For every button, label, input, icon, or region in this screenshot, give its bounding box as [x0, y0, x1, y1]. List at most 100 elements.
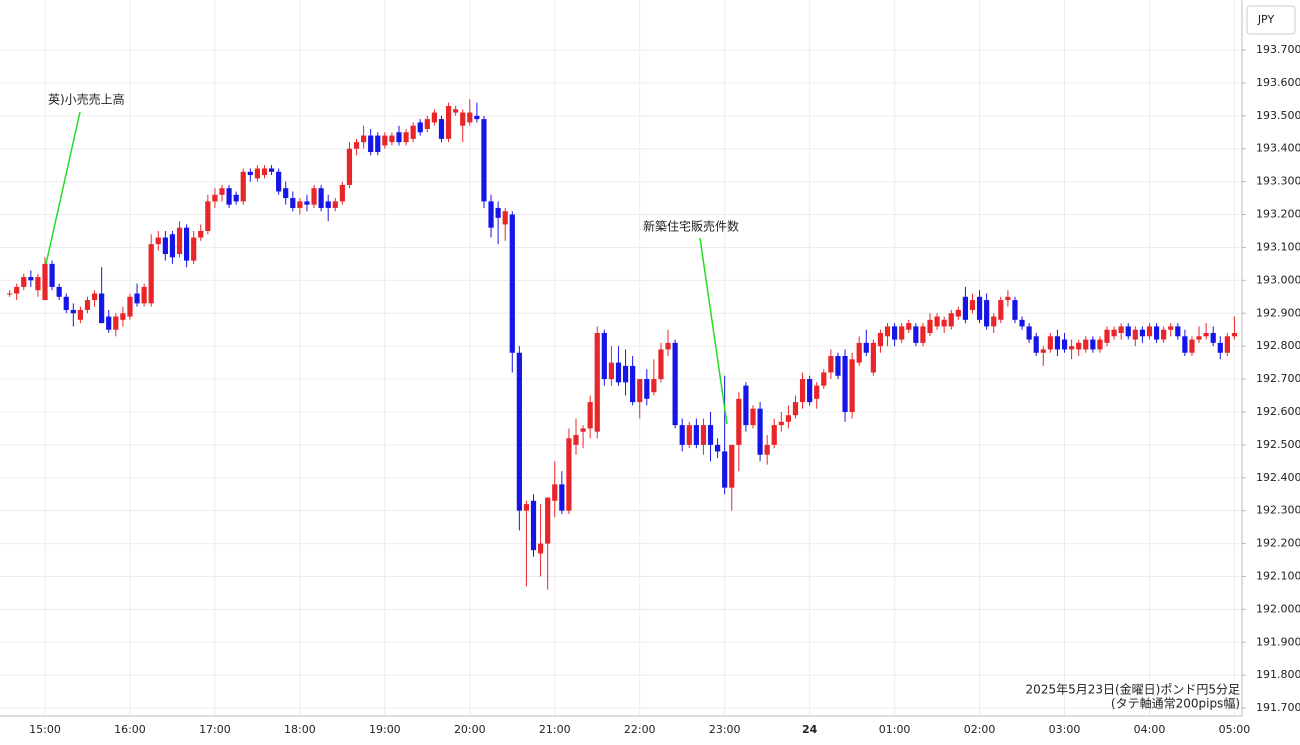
candle-body	[559, 484, 565, 511]
candle-body	[368, 135, 374, 153]
candle-body	[955, 309, 961, 317]
candle-body	[991, 316, 997, 327]
candle-body	[212, 194, 218, 202]
candle-body	[424, 119, 430, 129]
y-tick-label: 192.400	[1256, 471, 1300, 484]
candle-body	[21, 277, 27, 287]
candle-body	[1012, 300, 1018, 320]
candle-body	[148, 244, 154, 304]
grid	[0, 0, 1242, 716]
candle-body	[545, 497, 551, 544]
candle-body	[807, 379, 813, 403]
candle-body	[417, 122, 423, 133]
candle-body	[523, 504, 530, 511]
candle-body	[1189, 339, 1195, 353]
x-tick-label: 15:00	[29, 723, 61, 736]
candle-body	[743, 385, 749, 426]
annotation: 新築住宅販売件数	[643, 219, 739, 234]
x-tick-label: 22:00	[624, 723, 656, 736]
y-tick-label: 193.000	[1256, 273, 1300, 286]
candle-body	[1210, 332, 1216, 343]
y-tick-label: 192.000	[1256, 602, 1300, 615]
candle-body	[1061, 339, 1068, 350]
x-tick-label: 20:00	[454, 723, 486, 736]
candle-body	[941, 319, 947, 327]
candle-body	[453, 109, 459, 113]
candle-body	[1069, 346, 1075, 350]
candle-body	[686, 425, 692, 445]
candle-body	[488, 201, 494, 228]
candle-body	[7, 293, 13, 295]
y-tick-label: 193.500	[1256, 109, 1300, 122]
candle-body	[530, 500, 537, 551]
candle-body	[141, 286, 147, 304]
candle-body	[715, 444, 721, 452]
candle-body	[814, 385, 820, 399]
candle-body	[495, 207, 501, 218]
candle-body	[1033, 336, 1039, 353]
candle-body	[106, 316, 112, 330]
candle-body	[410, 125, 416, 139]
candle-body	[49, 263, 55, 287]
candle-body	[70, 309, 76, 314]
candle-body	[155, 237, 161, 245]
y-tick-label: 192.600	[1256, 405, 1300, 418]
candle-body	[630, 365, 636, 403]
candle-body	[226, 188, 232, 205]
candle-body	[594, 332, 600, 432]
candle-body	[1231, 332, 1238, 337]
candle-body	[842, 356, 848, 412]
candle-body	[438, 119, 445, 139]
candle-body	[828, 356, 834, 373]
annotation: 英)小売売上高	[48, 92, 125, 107]
candle-body	[120, 313, 126, 320]
x-tick-label: 05:00	[1219, 723, 1251, 736]
candle-body	[913, 326, 919, 343]
candle-body	[1090, 339, 1096, 350]
candle-body	[396, 132, 402, 143]
candle-body	[219, 188, 225, 195]
candle-body	[325, 201, 331, 208]
candle-body	[63, 296, 69, 310]
y-tick-label: 193.600	[1256, 76, 1300, 89]
y-tick-label: 191.800	[1256, 668, 1300, 681]
candle-body	[431, 112, 437, 123]
candle-body	[42, 263, 48, 301]
candle-body	[601, 332, 607, 380]
candle-body	[622, 365, 629, 383]
candle-body	[389, 135, 395, 143]
candle-body	[91, 293, 98, 301]
candle-body	[764, 444, 770, 455]
candle-body	[1026, 326, 1032, 340]
candle-body	[445, 105, 452, 139]
candle-body	[1040, 349, 1046, 353]
candle-body	[785, 415, 791, 422]
candle-body	[1054, 336, 1061, 350]
candle-body	[35, 277, 41, 291]
candle-body	[976, 296, 983, 320]
candle-body	[77, 309, 83, 320]
candle-body	[870, 342, 876, 373]
candle-body	[906, 323, 912, 330]
candle-body	[240, 171, 246, 202]
candle-body	[382, 135, 388, 146]
candle-body	[693, 425, 699, 445]
candle-body	[580, 428, 586, 432]
candle-body	[1217, 342, 1223, 353]
y-tick-label: 191.700	[1256, 701, 1300, 714]
candle-body	[99, 293, 105, 324]
candle-body	[1097, 339, 1103, 350]
candle-body	[608, 362, 614, 380]
candle-body	[127, 296, 133, 317]
x-tick-label: 17:00	[199, 723, 231, 736]
candle-body	[1146, 326, 1153, 337]
x-tick-label: 24	[802, 723, 818, 736]
candle-body	[311, 188, 317, 205]
candle-body	[1083, 339, 1089, 350]
x-tick-label: 03:00	[1049, 723, 1081, 736]
candle-body	[339, 184, 345, 202]
candle-body	[651, 379, 657, 393]
candle-body	[750, 408, 756, 426]
